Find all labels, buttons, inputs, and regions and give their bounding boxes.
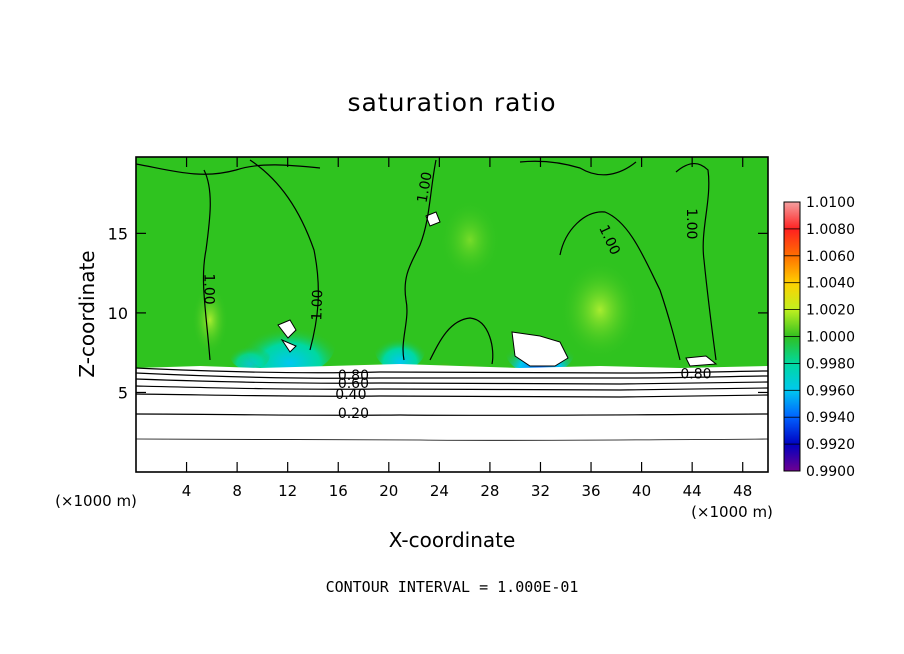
contour-label-text: 1.00 bbox=[415, 171, 436, 204]
contour-label: 0.60 bbox=[338, 376, 369, 392]
saturation-field bbox=[136, 157, 768, 472]
contour-label: 0.80 bbox=[338, 368, 369, 384]
x-unit-left-label: (×1000 m) bbox=[55, 492, 137, 510]
contour-label-text: 0.80 bbox=[338, 368, 369, 384]
y-axis-label: Z-coordinate bbox=[75, 250, 99, 377]
contour-labels: 1.001.001.001.00 1.000.800.800.600.400.20 bbox=[200, 171, 711, 422]
contour-label-text: 1.00 bbox=[309, 289, 326, 321]
x-tick-label: 48 bbox=[733, 482, 752, 500]
contour-label: 0.80 bbox=[680, 366, 711, 382]
colorbar-label: 0.9920 bbox=[806, 437, 855, 453]
colorbar-label: 1.0100 bbox=[806, 195, 855, 211]
colorbar-label: 0.9960 bbox=[806, 383, 855, 399]
x-tick-label: 4 bbox=[182, 482, 192, 500]
x-axis-ticks: 4 8 12 16 20 24 28 32 36 40 44 48 bbox=[182, 157, 752, 500]
chart-title: saturation ratio bbox=[347, 88, 557, 117]
contour-label: 1.00 bbox=[415, 171, 436, 204]
colorbar-label: 1.0040 bbox=[806, 276, 855, 292]
x-axis-label: X-coordinate bbox=[389, 528, 516, 552]
contour-label-text: 0.20 bbox=[338, 406, 369, 422]
colorbar-segment bbox=[784, 309, 800, 337]
colorbar-label: 1.0020 bbox=[806, 303, 855, 319]
x-tick-label: 44 bbox=[683, 482, 702, 500]
x-tick-label: 20 bbox=[379, 482, 398, 500]
colorbar-label: 1.0000 bbox=[806, 330, 855, 346]
contour-label-text: 1.00 bbox=[683, 208, 699, 239]
contour-label-text: 1.00 bbox=[200, 273, 216, 304]
y-tick-label: 5 bbox=[118, 383, 128, 402]
colorbar-segment bbox=[784, 282, 800, 311]
x-unit-right-label: (×1000 m) bbox=[691, 503, 773, 521]
x-tick-label: 36 bbox=[581, 482, 600, 500]
colorbar-segment bbox=[784, 202, 800, 230]
colorbar-segment bbox=[784, 417, 800, 445]
x-tick-label: 16 bbox=[329, 482, 348, 500]
contour-label: 1.00 bbox=[200, 273, 216, 304]
x-tick-label: 40 bbox=[632, 482, 651, 500]
contour-label-text: 0.60 bbox=[338, 376, 369, 392]
y-axis-ticks: 5 10 15 bbox=[108, 224, 768, 402]
colorbar-segment bbox=[784, 390, 800, 418]
colorbar: 1.0100 1.0080 1.0060 1.0040 1.0020 1.0000 0.99… bbox=[783, 195, 855, 480]
colorbar-label: 0.9900 bbox=[806, 464, 855, 480]
contour-label: 1.00 bbox=[309, 289, 326, 321]
contour-interval-note: CONTOUR INTERVAL = 1.000E-01 bbox=[325, 578, 579, 596]
colorbar-label: 0.9940 bbox=[806, 410, 855, 426]
colorbar-label: 0.9980 bbox=[806, 356, 855, 372]
colorbar-label: 1.0080 bbox=[806, 222, 855, 238]
colorbar-label: 1.0060 bbox=[806, 249, 855, 265]
y-tick-label: 10 bbox=[108, 304, 128, 323]
contour-label-text: 0.40 bbox=[335, 387, 366, 403]
colorbar-segment bbox=[784, 444, 800, 472]
x-tick-label: 32 bbox=[531, 482, 550, 500]
x-tick-label: 8 bbox=[232, 482, 242, 500]
contour-label: 0.40 bbox=[335, 387, 366, 403]
contour-lines bbox=[136, 159, 768, 441]
colorbar-segment bbox=[784, 228, 800, 257]
colorbar-segment bbox=[784, 336, 800, 364]
contour-label: 1.00 bbox=[683, 208, 699, 239]
contour-label: 0.20 bbox=[338, 406, 369, 422]
colorbar-segment bbox=[784, 363, 800, 391]
x-tick-label: 12 bbox=[278, 482, 297, 500]
y-tick-label: 15 bbox=[108, 224, 128, 243]
colorbar-segment bbox=[784, 255, 800, 284]
plot-frame bbox=[135, 156, 769, 473]
contour-label-text: 0.80 bbox=[680, 366, 711, 382]
x-tick-label: 28 bbox=[480, 482, 499, 500]
x-tick-label: 24 bbox=[430, 482, 449, 500]
